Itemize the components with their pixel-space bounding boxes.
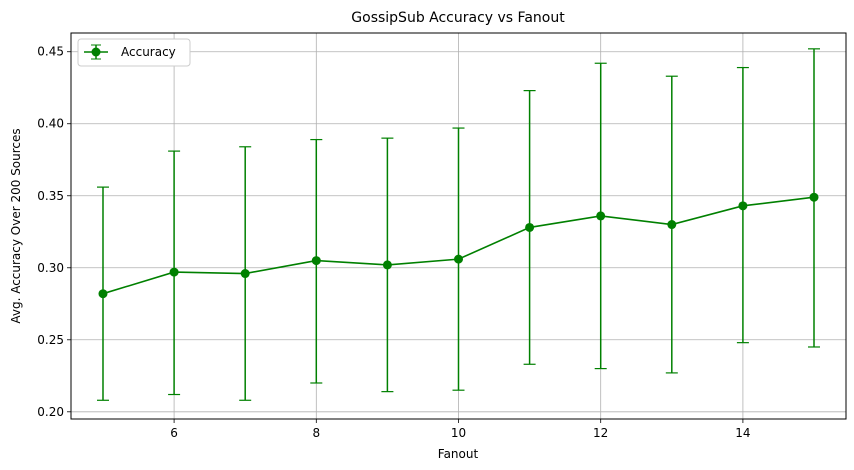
legend: Accuracy xyxy=(77,38,191,67)
legend-marker xyxy=(91,47,101,57)
x-axis-label: Fanout xyxy=(438,447,479,461)
data-point xyxy=(454,254,463,264)
y-tick-label: 0.30 xyxy=(37,261,64,275)
data-point xyxy=(311,256,321,266)
data-point xyxy=(169,267,179,277)
chart-title: GossipSub Accuracy vs Fanout xyxy=(351,10,565,26)
data-point xyxy=(98,289,108,299)
y-tick-label: 0.35 xyxy=(37,189,64,203)
x-tick-label: 14 xyxy=(735,426,750,440)
y-tick-label: 0.45 xyxy=(37,45,64,59)
data-point xyxy=(809,192,819,202)
x-ticks: 6 8 10 12 14 xyxy=(170,419,751,440)
data-point xyxy=(667,220,677,230)
x-tick-label: 6 xyxy=(170,426,178,440)
x-tick-label: 10 xyxy=(451,426,466,440)
x-tick-label: 12 xyxy=(593,426,608,440)
x-tick-label: 8 xyxy=(312,426,320,440)
data-point xyxy=(596,211,606,221)
y-tick-label: 0.25 xyxy=(37,333,64,347)
series-layer xyxy=(96,48,821,401)
y-tick-label: 0.20 xyxy=(37,405,64,419)
y-axis-label: Avg. Accuracy Over 200 Sources xyxy=(9,128,23,323)
legend-box xyxy=(77,38,191,67)
y-tick-label: 0.40 xyxy=(37,117,64,131)
data-point xyxy=(382,260,392,270)
data-point xyxy=(525,222,535,232)
y-ticks: 0.20 0.25 0.30 0.35 0.40 0.45 xyxy=(37,45,71,419)
data-point xyxy=(240,269,250,279)
data-point xyxy=(738,201,748,211)
legend-label: Accuracy xyxy=(121,45,176,59)
